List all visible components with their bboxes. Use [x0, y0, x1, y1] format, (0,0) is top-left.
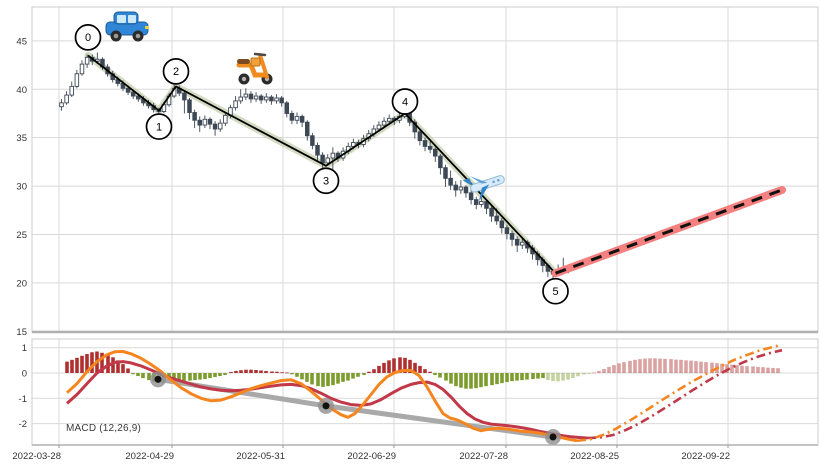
macd-trend-markers	[150, 371, 561, 446]
macd-histogram	[65, 351, 545, 389]
svg-text:45: 45	[16, 36, 27, 47]
svg-text:0: 0	[22, 369, 27, 380]
svg-text:3: 3	[323, 176, 329, 188]
macd-lines	[65, 343, 783, 443]
svg-text:35: 35	[16, 133, 27, 144]
svg-text:0: 0	[85, 32, 91, 44]
svg-text:2022-03-28: 2022-03-28	[12, 451, 61, 462]
svg-text:1: 1	[156, 121, 162, 133]
svg-text:30: 30	[16, 182, 27, 193]
blue-car-emoji	[105, 11, 149, 42]
svg-text:2: 2	[173, 66, 179, 78]
candlesticks	[59, 52, 571, 280]
svg-text:-1: -1	[19, 394, 27, 405]
wave-point-labels: 0 1 2 3 4 5	[74, 24, 569, 305]
svg-text:4: 4	[402, 96, 408, 108]
panel-borders	[31, 6, 819, 448]
svg-text:2022-07-28: 2022-07-28	[459, 451, 508, 462]
svg-text:2022-04-29: 2022-04-29	[125, 451, 174, 462]
svg-text:20: 20	[16, 278, 27, 289]
svg-text:2022-05-31: 2022-05-31	[236, 451, 285, 462]
svg-text:2022-08-25: 2022-08-25	[570, 451, 619, 462]
forecast-projection-line	[551, 185, 786, 278]
svg-text:-2: -2	[19, 419, 27, 430]
elliott-wave-line	[87, 54, 557, 274]
svg-text:1: 1	[22, 343, 27, 354]
scooter-emoji	[236, 52, 273, 85]
svg-text:25: 25	[16, 230, 27, 241]
svg-text:40: 40	[16, 85, 27, 96]
svg-text:2022-09-22: 2022-09-22	[681, 451, 730, 462]
svg-text:5: 5	[552, 286, 558, 298]
svg-text:2022-06-29: 2022-06-29	[347, 451, 396, 462]
svg-text:15: 15	[16, 327, 27, 338]
macd-label: MACD (12,26,9)	[66, 423, 142, 434]
